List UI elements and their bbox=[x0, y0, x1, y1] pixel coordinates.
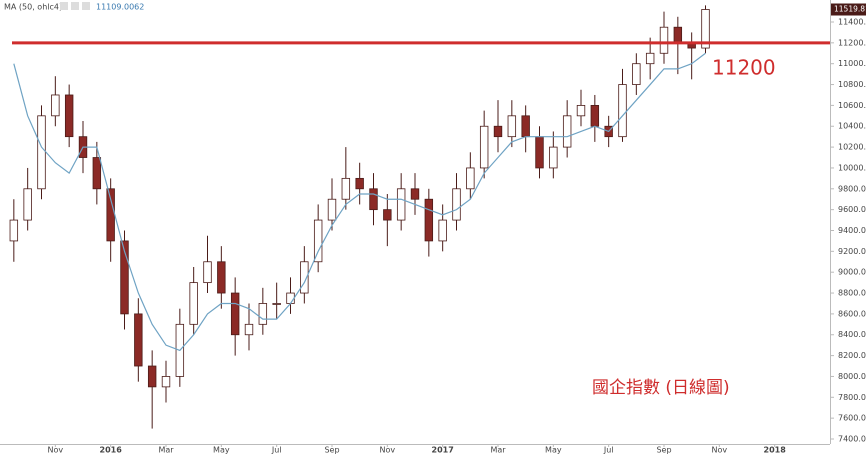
x-tick-label: Jul bbox=[603, 446, 614, 455]
candle-body bbox=[9, 219, 19, 242]
candle-body bbox=[645, 52, 655, 65]
last-price-tag bbox=[831, 3, 866, 16]
candle-body bbox=[134, 313, 143, 367]
reference-label: 11200 bbox=[712, 55, 776, 79]
y-tick-label: 8000.00 bbox=[838, 372, 866, 381]
candle-body bbox=[120, 240, 129, 315]
y-tick-label: 9000.00 bbox=[838, 268, 866, 277]
candle-body bbox=[92, 157, 102, 190]
last-price-label: 11519.81 bbox=[834, 5, 866, 14]
candle-body bbox=[438, 219, 447, 242]
candle-body bbox=[313, 219, 323, 263]
y-tick-label: 8600.00 bbox=[838, 309, 866, 318]
header-icon bbox=[71, 2, 79, 10]
ma-line bbox=[13, 52, 706, 352]
y-tick-label: 8400.00 bbox=[838, 330, 866, 339]
candle-body bbox=[521, 115, 530, 138]
candle-body bbox=[300, 261, 309, 294]
candle-body bbox=[189, 282, 198, 325]
y-tick-label: 9200.00 bbox=[838, 247, 866, 256]
header-icon bbox=[60, 2, 68, 10]
candle-body bbox=[549, 146, 558, 169]
candle-body bbox=[479, 125, 489, 169]
y-tick-label: 10800.00 bbox=[838, 80, 866, 89]
candle-body bbox=[396, 188, 406, 221]
x-tick-label: Sep bbox=[656, 446, 671, 455]
candle-body bbox=[51, 94, 60, 117]
y-tick-label: 7400.00 bbox=[838, 434, 866, 443]
candle-body bbox=[466, 167, 475, 190]
y-tick-label: 11200.00 bbox=[838, 38, 866, 47]
candle-body bbox=[203, 261, 212, 284]
candle-body bbox=[37, 115, 46, 190]
candle-body bbox=[590, 104, 600, 127]
candle-body bbox=[369, 188, 378, 211]
candle-body bbox=[355, 177, 364, 190]
candle-body bbox=[258, 303, 268, 325]
y-tick-label: 10600.00 bbox=[838, 101, 866, 110]
x-tick-label: Nov bbox=[48, 446, 64, 455]
x-tick-label: 2017 bbox=[432, 446, 454, 455]
x-tick-label: 2016 bbox=[100, 446, 123, 455]
y-tick-label: 8800.00 bbox=[838, 289, 866, 298]
y-tick-label: 7600.00 bbox=[838, 414, 866, 423]
candle-body bbox=[507, 115, 517, 138]
x-tick-label: Sep bbox=[324, 446, 339, 455]
candle-body bbox=[618, 84, 627, 138]
candle-body bbox=[147, 365, 157, 388]
header-icon bbox=[82, 2, 90, 10]
candle-body bbox=[424, 198, 434, 242]
candle-body bbox=[286, 292, 295, 304]
candle-body bbox=[23, 188, 32, 221]
x-tick-label: May bbox=[545, 446, 562, 455]
x-tick-label: Mar bbox=[490, 446, 506, 455]
candle-body bbox=[64, 94, 74, 138]
candle-body bbox=[327, 198, 337, 221]
y-tick-label: 10200.00 bbox=[838, 143, 866, 152]
candle-body bbox=[701, 9, 710, 49]
candle-body bbox=[272, 303, 281, 305]
candle-body bbox=[659, 26, 669, 54]
x-tick-label: May bbox=[213, 446, 230, 455]
candle-body bbox=[341, 177, 351, 200]
candle-body bbox=[576, 104, 586, 117]
header-name: MA (50, ohlc4) bbox=[4, 3, 62, 12]
candle-body bbox=[161, 376, 171, 388]
candle-body bbox=[106, 188, 115, 242]
candle-body bbox=[673, 26, 683, 44]
candle-body bbox=[410, 188, 420, 200]
candle-body bbox=[632, 63, 641, 85]
candle-body bbox=[535, 136, 544, 169]
x-tick-label: Nov bbox=[380, 446, 396, 455]
y-tick-label: 10400.00 bbox=[838, 122, 866, 131]
header-value: 11109.0062 bbox=[96, 3, 144, 12]
y-tick-label: 11000.00 bbox=[838, 59, 866, 68]
x-tick-label: Jul bbox=[271, 446, 282, 455]
candle-body bbox=[562, 115, 572, 148]
x-tick-label: Nov bbox=[712, 446, 728, 455]
candle-body bbox=[217, 261, 226, 294]
candle-body bbox=[383, 209, 392, 221]
x-tick-label: 2018 bbox=[764, 446, 787, 455]
y-tick-label: 9400.00 bbox=[838, 226, 866, 235]
x-tick-label: Mar bbox=[158, 446, 174, 455]
y-tick-label: 11400.00 bbox=[838, 17, 866, 26]
y-tick-label: 7800.00 bbox=[838, 393, 866, 402]
candle-body bbox=[452, 188, 461, 221]
y-tick-label: 8200.00 bbox=[838, 351, 866, 360]
candle-body bbox=[230, 292, 240, 336]
y-tick-label: 9800.00 bbox=[838, 184, 866, 193]
y-tick-label: 10000.00 bbox=[838, 163, 866, 172]
candle-body bbox=[493, 125, 503, 138]
y-tick-label: 9600.00 bbox=[838, 205, 866, 214]
candle-body bbox=[244, 323, 254, 336]
annotation: 國企指數 (日線圖) bbox=[592, 378, 730, 398]
